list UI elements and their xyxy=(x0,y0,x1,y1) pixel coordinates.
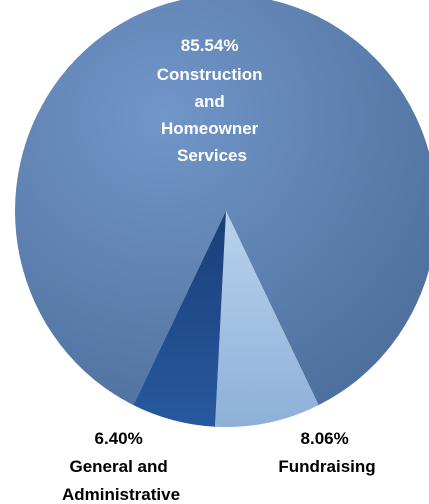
slice-label-construction: 85.54% Construction and Homeowner Servic… xyxy=(157,36,268,165)
slice-percent-general-admin: 6.40% xyxy=(95,429,143,448)
pie-slice-general-admin xyxy=(133,211,226,427)
slice-percent-fundraising: 8.06% xyxy=(301,429,349,448)
slice-label-fundraising: 8.06% Fundraising xyxy=(278,429,375,476)
slice-label-general-admin: 6.40% General and Administrative xyxy=(62,429,180,504)
pie-slice-fundraising xyxy=(215,211,319,428)
slice-percent-construction: 85.54% xyxy=(181,36,239,55)
pie-slice-construction xyxy=(15,0,429,406)
